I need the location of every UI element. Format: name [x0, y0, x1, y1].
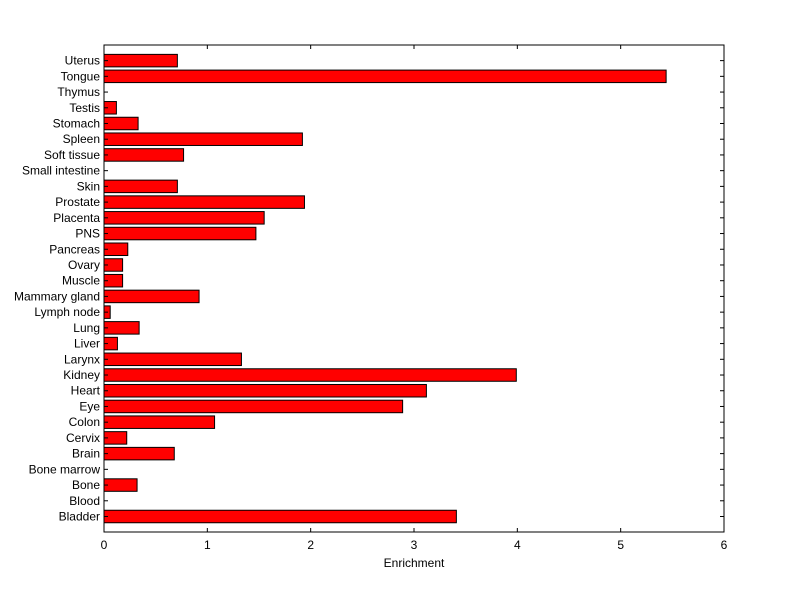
bar-placenta — [103, 211, 265, 225]
bar-lung — [103, 321, 140, 335]
bar-stomach — [103, 116, 139, 131]
y-tick-label: Kidney — [63, 368, 100, 382]
y-tick-label: Stomach — [53, 117, 100, 131]
x-axis-ticks: 0 1 2 3 4 5 6 — [101, 45, 728, 552]
y-tick-label: Eye — [79, 399, 100, 413]
y-tick-label: Bone — [72, 478, 100, 492]
x-tick-label: 1 — [204, 538, 211, 552]
bar-pns — [103, 226, 257, 241]
y-tick-label: Skin — [77, 179, 100, 193]
plot-area-frame — [103, 44, 725, 533]
y-tick-label: Lung — [73, 321, 100, 335]
y-tick-label: Heart — [71, 384, 101, 398]
y-tick-label: Soft tissue — [44, 148, 100, 162]
y-tick-label: Muscle — [62, 274, 100, 288]
y-tick-label: Colon — [69, 415, 100, 429]
bar-kidney — [103, 368, 517, 382]
y-tick-label: Brain — [72, 447, 100, 461]
x-tick-label: 6 — [721, 538, 728, 552]
x-tick-label: 3 — [411, 538, 418, 552]
y-tick-label: Ovary — [68, 258, 100, 272]
y-tick-label: Lymph node — [34, 305, 100, 319]
y-tick-label: Bone marrow — [29, 462, 101, 476]
x-tick-label: 5 — [617, 538, 624, 552]
y-tick-label: Cervix — [66, 431, 100, 445]
y-tick-label: Prostate — [55, 195, 100, 209]
bar-heart — [103, 383, 427, 398]
bar-bone — [103, 478, 138, 492]
bar-tongue — [103, 69, 667, 84]
y-tick-label: Tongue — [61, 69, 101, 83]
x-tick-label: 0 — [101, 538, 108, 552]
x-tick-label: 2 — [307, 538, 314, 552]
y-tick-label: Bladder — [59, 510, 100, 524]
bar-eye — [103, 399, 404, 414]
bars-group — [103, 53, 667, 524]
y-tick-label: Small intestine — [22, 164, 100, 178]
x-tick-label: 4 — [514, 538, 521, 552]
y-tick-label: Blood — [69, 494, 100, 508]
bar-spleen — [103, 132, 303, 146]
y-tick-label: PNS — [75, 227, 100, 241]
bar-skin — [103, 179, 178, 194]
y-tick-label: Spleen — [63, 132, 100, 146]
y-tick-label: Mammary gland — [14, 289, 100, 303]
y-tick-label: Larynx — [64, 352, 100, 366]
y-tick-label: Placenta — [53, 211, 100, 225]
x-axis-label: Enrichment — [384, 556, 445, 570]
bar-larynx — [103, 352, 242, 367]
y-tick-label: Uterus — [65, 54, 100, 68]
y-tick-label: Pancreas — [49, 242, 100, 256]
y-tick-label: Testis — [69, 101, 100, 115]
bar-brain — [103, 446, 175, 461]
y-tick-label: Thymus — [57, 85, 100, 99]
bar-bladder — [103, 509, 457, 524]
bar-mammary-gland — [103, 289, 200, 304]
y-tick-label: Liver — [74, 337, 100, 351]
bar-soft-tissue — [103, 148, 185, 162]
bar-colon — [103, 415, 216, 429]
bar-prostate — [103, 195, 305, 209]
bar-uterus — [103, 53, 178, 68]
